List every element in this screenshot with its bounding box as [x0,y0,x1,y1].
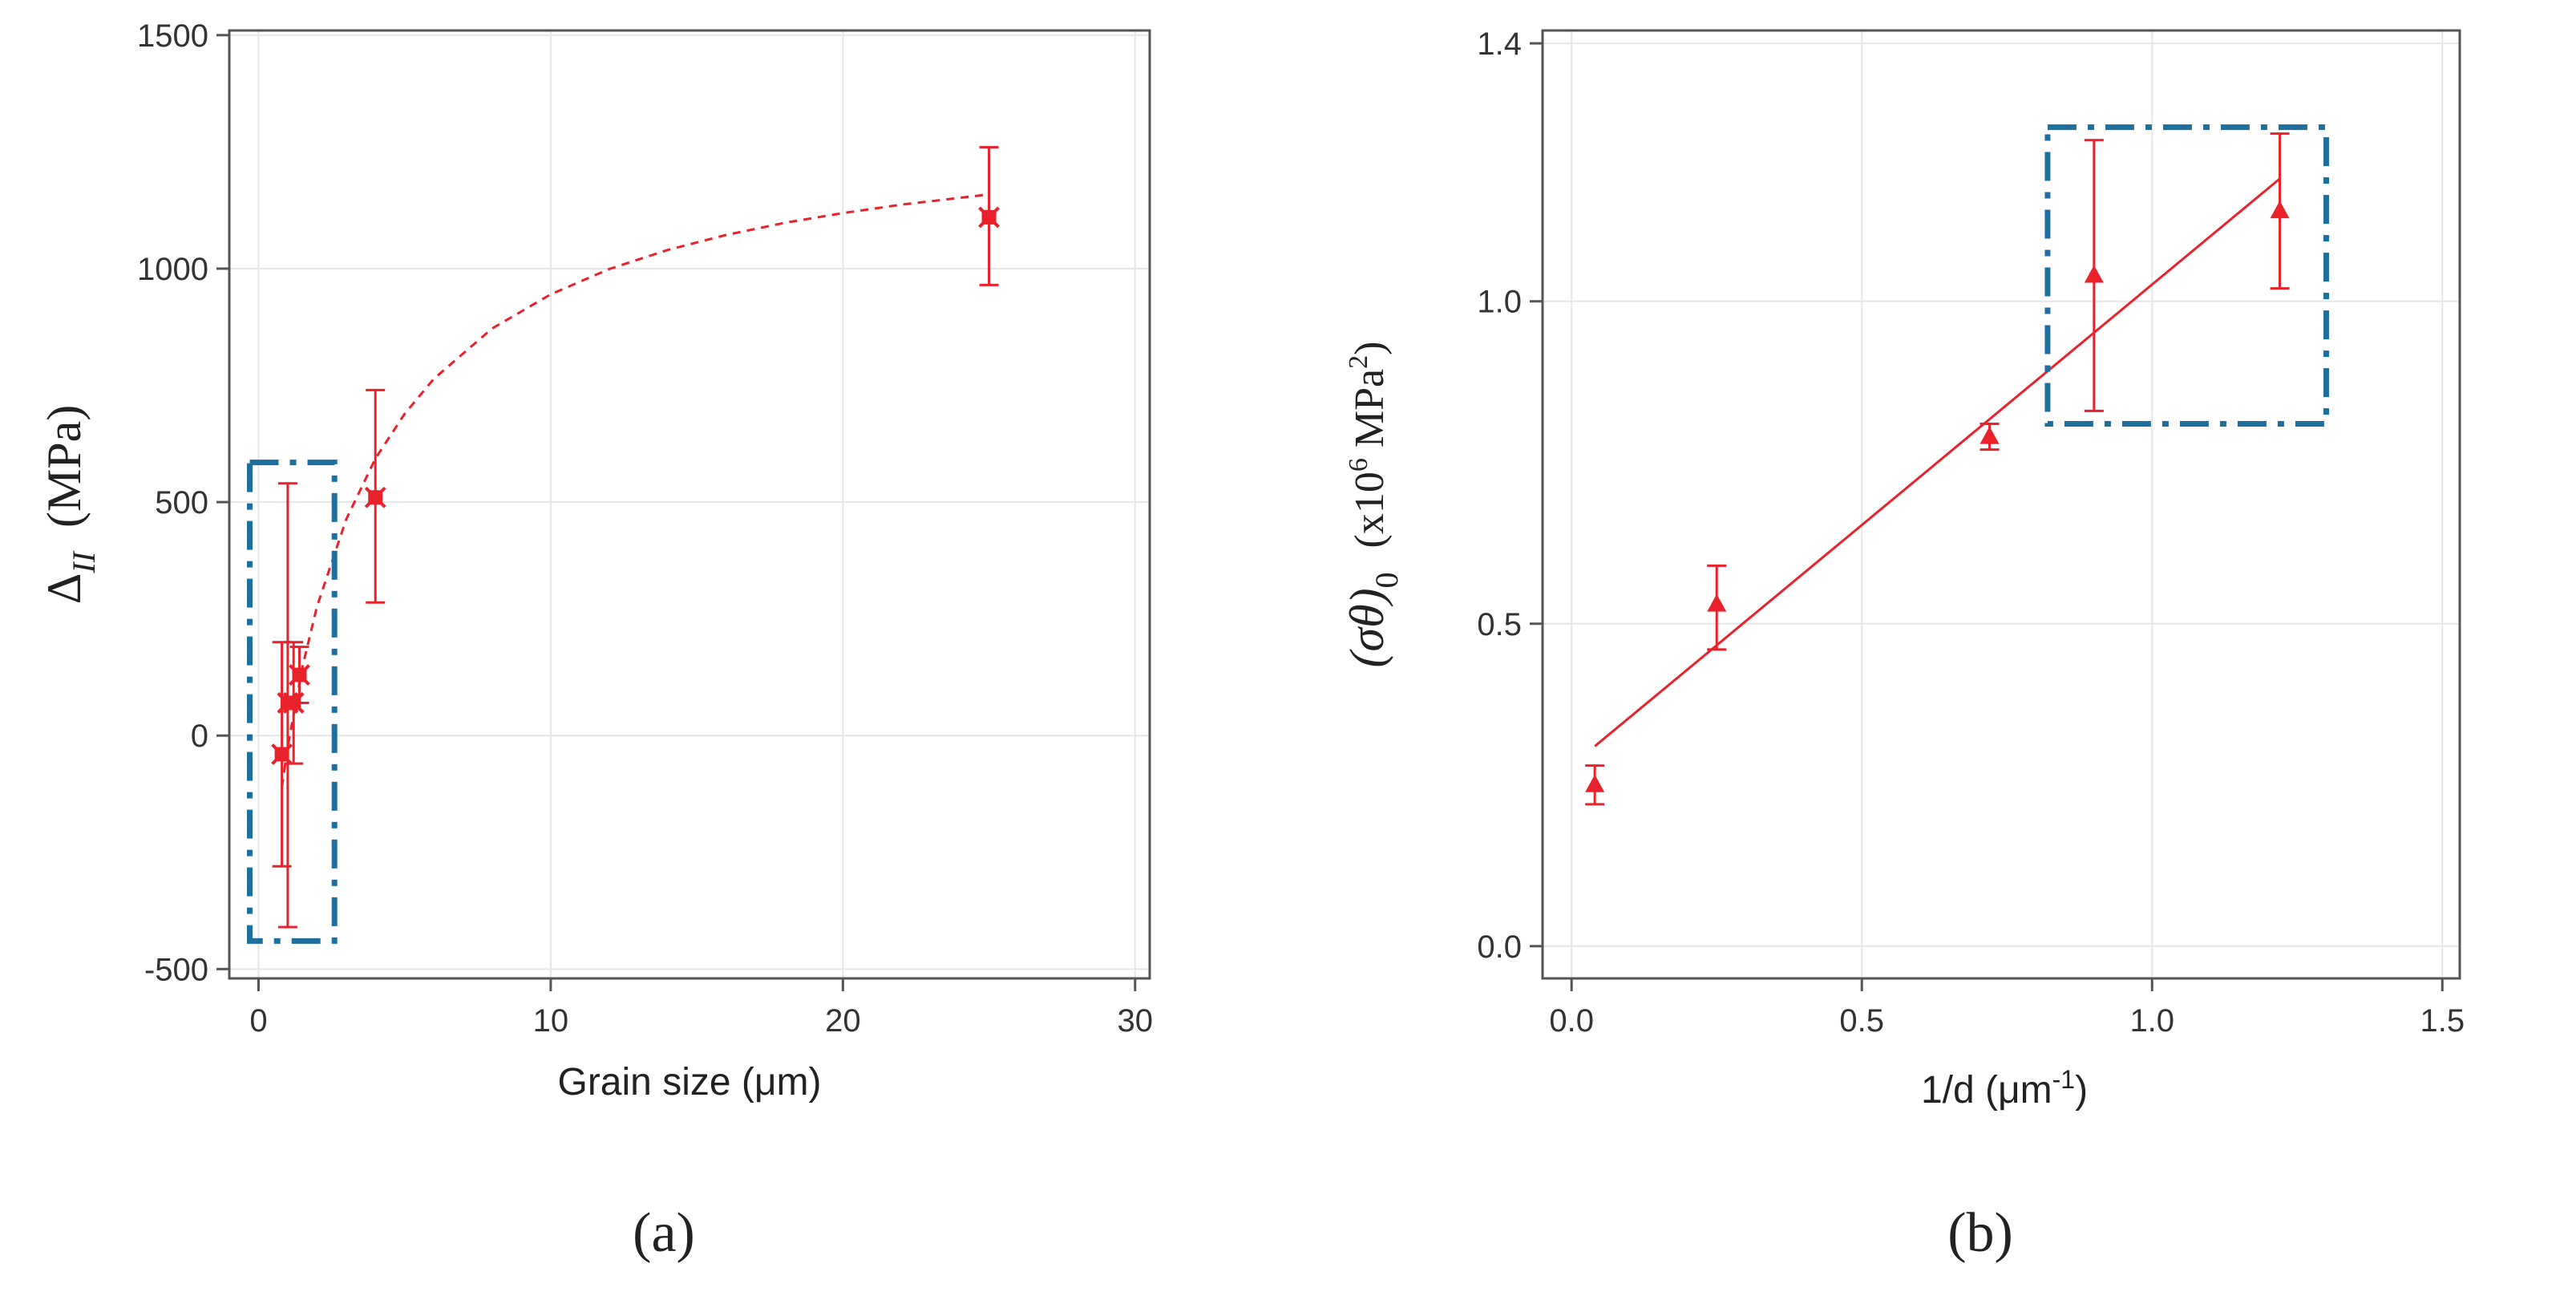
panel-label-a: (a) [633,1202,695,1264]
data-points-a [271,146,1000,929]
grid-b [1543,30,2460,978]
x-tick-label-b-0: 0.0 [1549,1003,1594,1039]
x-axis-title-a: Grain size (μm) [557,1061,821,1104]
y-axis-title-b: (σθ)0 (x106 MPa2) [1341,342,1405,668]
ticks-a: 0 10 20 30 -500 0 500 1000 1500 [137,18,1153,1039]
data-point-cross-a-5 [978,206,1000,229]
x-tick-label-b-1: 0.5 [1839,1003,1884,1039]
x-axis-title-main-b: 1/d (μm [1921,1069,2052,1112]
highlight-rect-a [247,460,338,944]
y-axis-unit-close-b: MPa [1347,369,1393,458]
highlight-box-b [2044,124,2329,427]
x-axis-title-sup-b: -1 [2052,1065,2075,1094]
data-point-cross-a-4 [364,486,386,508]
y-tick-label-b-3: 1.4 [1477,26,1522,62]
x-tick-label-b-2: 1.0 [2129,1003,2174,1039]
y-axis-main-b: (σθ) [1341,588,1393,667]
x-axis-title-b: 1/d (μm-1) [1921,1065,2088,1112]
chart-panel-b: 0.0 0.5 1.0 1.5 0.0 0.5 1.0 1.4 1/d (μm-1) (σθ)… [1341,26,2465,1264]
grid-a [229,30,1150,978]
y-axis-unit-sup2-b: 2 [1344,355,1373,369]
x-tick-label-a-1: 10 [533,1003,569,1039]
y-axis-sub-b: 0 [1369,572,1405,588]
y-axis-title-a: ΔII (MPa) [38,405,102,605]
y-axis-symbol-a: Δ [38,573,91,605]
data-point-cross-a-3 [289,664,310,686]
y-axis-unit-open-b: (x10 [1347,472,1393,548]
x-tick-label-a-3: 30 [1118,1003,1154,1039]
plot-frame-a [228,29,1151,980]
y-axis-unit-end-b: ) [1347,342,1393,355]
x-tick-label-b-3: 1.5 [2420,1003,2465,1039]
data-points-b [1585,132,2290,806]
highlight-box-a [247,460,338,944]
y-axis-subscript-a: II [66,550,102,573]
data-point-b-0 [1585,774,1605,792]
x-tick-label-a-2: 20 [825,1003,861,1039]
y-tick-label-a-3: 1000 [137,252,208,287]
fit-line-b [1594,177,2281,747]
panel-label-b: (b) [1947,1202,2013,1264]
y-axis-unit-a: (MPa) [38,405,91,528]
x-tick-label-a-0: 0 [249,1003,267,1039]
y-tick-label-a-1: 0 [191,719,208,754]
y-tick-label-a-0: -500 [144,952,208,987]
y-tick-label-b-1: 0.5 [1477,607,1522,642]
data-point-b-2 [1980,426,2000,444]
y-tick-label-b-2: 1.0 [1477,285,1522,320]
ticks-b: 0.0 0.5 1.0 1.5 0.0 0.5 1.0 1.4 [1477,26,2465,1039]
data-point-b-4 [2270,200,2290,219]
y-tick-label-b-0: 0.0 [1477,929,1522,965]
data-point-b-3 [2084,265,2104,283]
y-tick-label-a-4: 1500 [137,18,208,54]
x-axis-title-close-b: ) [2075,1069,2088,1112]
y-tick-label-a-2: 500 [155,485,208,520]
fit-line-b [1594,177,2281,747]
data-point-b-1 [1707,593,1727,612]
fit-curve-a [281,192,989,788]
y-axis-unit-sup-b: 6 [1344,458,1373,472]
plot-frame-b [1541,29,2461,980]
highlight-rect-b [2044,124,2329,427]
fit-line-a [281,192,989,788]
